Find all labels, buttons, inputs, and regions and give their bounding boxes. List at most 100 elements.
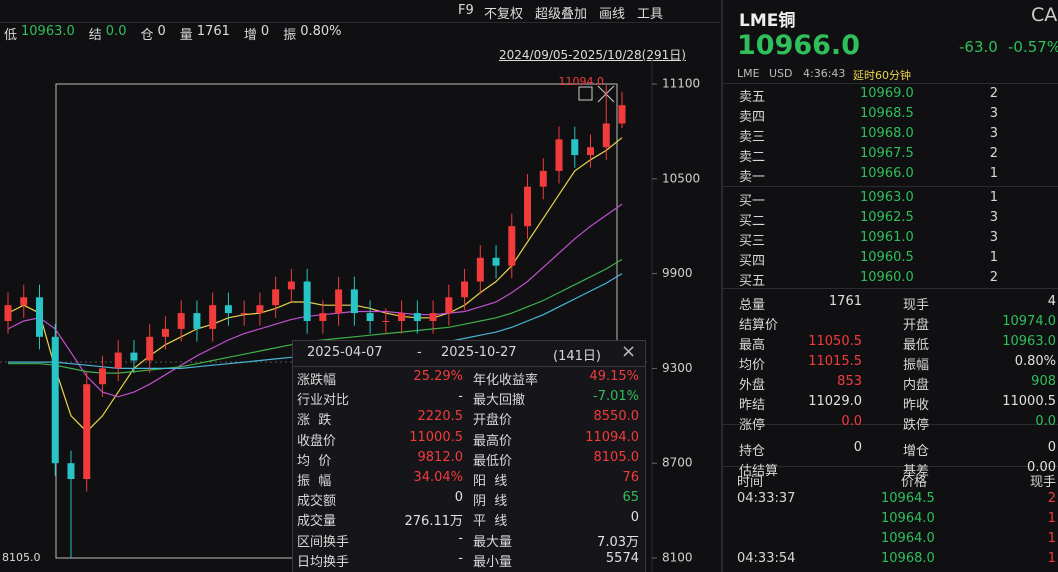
candle-body	[382, 321, 390, 322]
order-label: 买一	[739, 194, 766, 209]
stat-label: 现手	[903, 298, 930, 313]
stat-value: 5574	[605, 550, 639, 566]
stat-label: 日均换手	[297, 554, 350, 570]
trade-price: 10964.0	[881, 531, 935, 546]
moving-average-line	[7, 137, 623, 433]
stat-value: 76	[622, 470, 639, 485]
stat-value: 11094.0	[585, 429, 639, 445]
stat-label: 基差	[903, 464, 930, 479]
candle-body	[350, 289, 358, 314]
stat-value: 11050.5	[808, 334, 862, 349]
trade-price: 10964.0	[881, 511, 935, 526]
candle-body	[319, 313, 327, 321]
order-label: 买五	[739, 274, 766, 289]
toolbar-button[interactable]: 工具	[637, 7, 664, 22]
stat-label: 跌停	[903, 418, 930, 433]
candle-body	[98, 368, 106, 385]
stat-value: 276.11万	[404, 514, 464, 530]
toolbar-button[interactable]: F9	[458, 3, 474, 18]
order-volume: 3	[989, 230, 998, 245]
toolbar: F9 不复权 超级叠加 画线 工具	[0, 0, 720, 23]
info-value: 0.0	[105, 24, 127, 39]
stat-label: 行业对比	[297, 393, 350, 409]
stat-label: 均 价	[297, 453, 332, 469]
stat-label: 外盘	[739, 378, 766, 393]
close-button[interactable]: ×	[621, 341, 637, 362]
toolbar-button[interactable]: 画线	[599, 7, 626, 22]
info-value: 10963.0	[21, 24, 75, 39]
quote-time: 4:36:43	[803, 67, 846, 80]
info-label: 仓	[140, 28, 154, 43]
candle-body	[335, 289, 343, 314]
stat-value: 25.29%	[413, 369, 463, 384]
stat-label: 内盘	[903, 378, 930, 393]
toolbar-button[interactable]: 超级叠加	[535, 7, 588, 22]
trades-header: 时间	[737, 475, 764, 490]
price-change: -63.0	[959, 38, 998, 56]
delay-notice: 延时60分钟	[853, 69, 911, 82]
info-label: 增	[243, 28, 257, 43]
order-price: 10961.0	[860, 230, 914, 245]
stat-value: 4	[1047, 294, 1056, 309]
info-value: 0	[157, 24, 166, 39]
stat-value: 8550.0	[593, 409, 640, 425]
stat-value: 49.15%	[589, 369, 639, 384]
stat-value: 0	[454, 490, 463, 506]
order-label: 卖五	[739, 90, 766, 105]
order-volume: 2	[989, 146, 998, 161]
candle-body	[161, 328, 169, 337]
stat-label: 涨停	[739, 418, 766, 433]
order-label: 买二	[739, 214, 766, 229]
candle-body	[4, 305, 12, 321]
y-tick-label: 8700	[662, 456, 693, 470]
stat-value: 10963.0	[1002, 334, 1056, 349]
stat-value: 0.80%	[1014, 354, 1056, 369]
stat-value: 1761	[828, 294, 862, 309]
end-date[interactable]: 2025-10-27	[441, 345, 517, 360]
stat-value: 11015.5	[808, 354, 862, 369]
candle-body	[130, 352, 138, 361]
divider	[723, 288, 1058, 289]
instrument-code: CA	[1031, 4, 1058, 26]
stat-value: 10974.0	[1002, 314, 1056, 329]
stat-label: 平 线	[473, 514, 508, 530]
stat-label: 开盘	[903, 318, 930, 333]
window-icon[interactable]	[578, 86, 593, 101]
trade-price: 10968.0	[881, 551, 935, 566]
candle-body	[413, 313, 421, 321]
candle-body	[193, 313, 201, 329]
divider	[723, 83, 1058, 84]
candle-body	[177, 313, 185, 329]
candle-body	[366, 313, 374, 321]
candle-body	[272, 289, 280, 306]
toolbar-button[interactable]: 不复权	[484, 7, 524, 22]
candle-body	[20, 297, 28, 306]
candle-body	[539, 170, 547, 187]
stat-label: 振 幅	[297, 474, 332, 489]
stat-label: 收盘价	[297, 433, 337, 449]
order-price: 10963.0	[860, 190, 914, 205]
stat-label: 结算价	[739, 318, 779, 333]
stat-value: 853	[837, 374, 862, 389]
candle-body	[240, 313, 248, 315]
order-volume: 3	[989, 106, 998, 121]
stat-value: 8105.0	[593, 449, 640, 465]
stat-label: 估结算	[739, 464, 779, 479]
candle-body	[461, 281, 469, 298]
order-price: 10968.5	[860, 106, 914, 121]
stat-label: 成交量	[297, 514, 337, 530]
stat-value: 908	[1031, 374, 1056, 389]
date-range[interactable]: 2024/09/05-2025/10/28(291日)	[499, 48, 686, 62]
candle-body	[35, 297, 43, 337]
divider	[293, 366, 645, 367]
stat-label: 成交额	[297, 494, 337, 510]
info-row: 低 10963.0 结 0.0 仓 0 量 1761 增 0 振 0.80%	[4, 24, 352, 43]
trade-time: 04:33:37	[737, 491, 796, 506]
info-label: 低	[4, 28, 18, 43]
candle-body	[303, 281, 311, 321]
currency: USD	[769, 67, 793, 80]
stat-label: 昨收	[903, 398, 930, 413]
candle-body	[146, 336, 154, 361]
start-date[interactable]: 2025-04-07	[307, 345, 383, 360]
